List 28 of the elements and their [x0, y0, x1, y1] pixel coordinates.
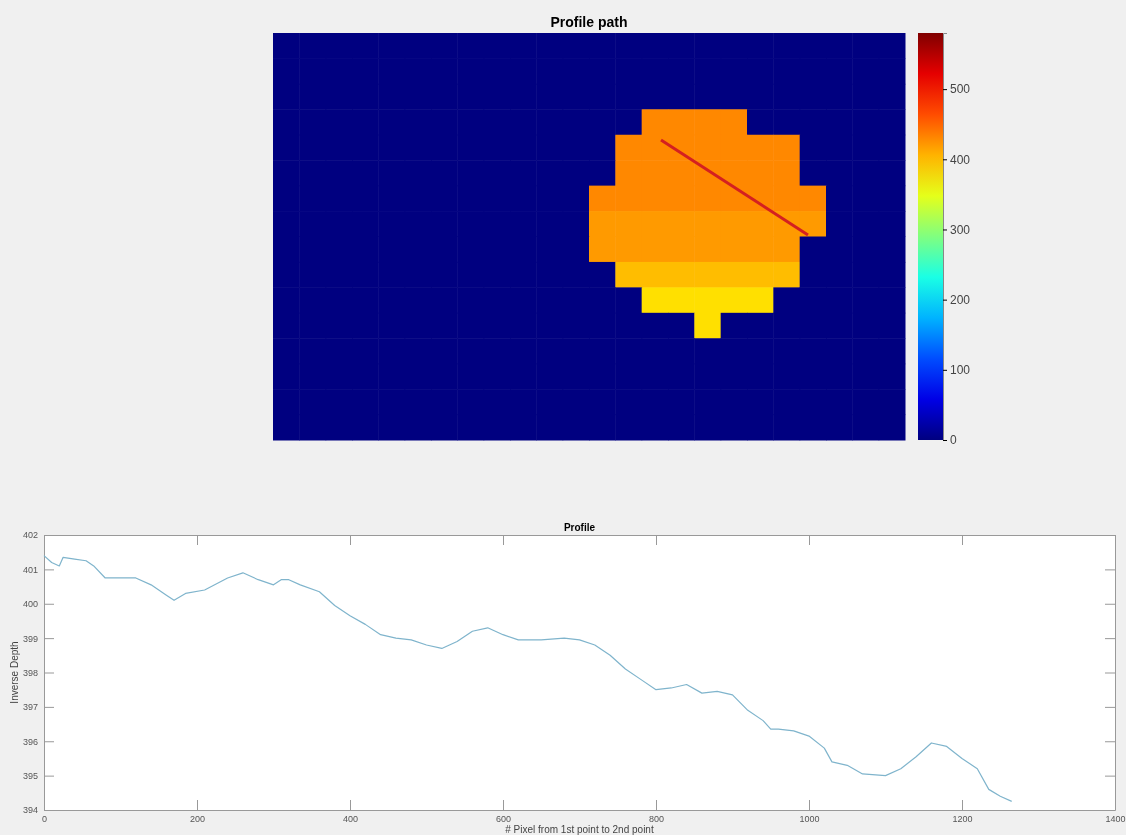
- y-tick-label: 399: [22, 633, 38, 644]
- y-tick-label: 397: [22, 702, 38, 713]
- x-tick-label: 400: [342, 814, 359, 825]
- y-tick-label: 398: [22, 667, 38, 678]
- y-axis-title: Inverse Depth: [9, 641, 20, 704]
- color-bar-label: 200: [950, 293, 971, 307]
- x-tick-label: 1400: [1105, 814, 1126, 825]
- x-axis-title: # Pixel from 1st point to 2nd point: [505, 824, 654, 835]
- x-tick-label: 0: [41, 814, 48, 825]
- color-bar-label: 100: [950, 363, 971, 378]
- color-bar-label: 400: [950, 152, 971, 167]
- color-bar-label: 300: [950, 222, 971, 237]
- chart-title: Profile: [563, 522, 596, 533]
- x-tick-label: 600: [495, 814, 512, 825]
- chart-title: Profile path: [550, 14, 628, 30]
- y-tick-label: 394: [22, 805, 38, 816]
- y-tick-label: 395: [22, 771, 38, 782]
- x-tick-label: 1200: [952, 814, 973, 825]
- y-tick-label: 402: [22, 530, 38, 541]
- x-tick-label: 800: [648, 814, 665, 825]
- y-tick-label: 400: [22, 599, 38, 610]
- x-tick-label: 200: [189, 814, 206, 825]
- y-tick-label: 396: [22, 736, 38, 747]
- y-tick-label: 401: [22, 564, 38, 575]
- line-series: [43, 555, 1013, 803]
- x-tick-label: 1000: [799, 814, 820, 825]
- color-bar-label: 0: [950, 433, 957, 448]
- color-bar-label: 500: [950, 82, 971, 97]
